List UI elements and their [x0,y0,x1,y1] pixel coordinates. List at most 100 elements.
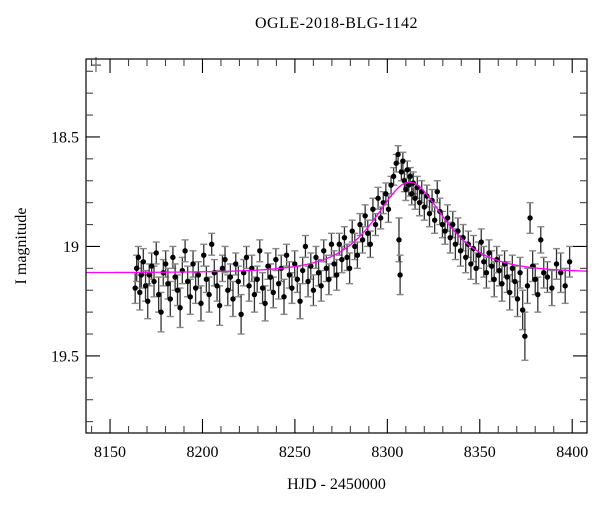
data-point [442,228,448,234]
data-point [262,300,268,307]
data-point [135,254,142,261]
data-point [265,263,271,269]
data-point [496,267,503,274]
data-point [362,213,368,219]
data-point [395,151,401,158]
data-point [321,248,327,254]
data-point [390,173,397,180]
data-point [283,252,290,258]
data-point [452,241,459,247]
data-point [535,291,541,298]
data-point [375,195,381,201]
data-point [187,294,193,300]
data-point [372,221,379,228]
data-point [396,237,402,243]
data-point [385,206,392,212]
x-axis-label: HJD - 2450000 [287,476,386,493]
data-point [148,263,155,269]
data-point [478,239,484,245]
data-point [553,261,560,267]
data-point [133,265,140,272]
data-point [365,230,371,236]
data-point [201,252,207,258]
data-point [162,261,169,267]
data-point [195,272,202,278]
data-point [155,291,162,298]
data-point [344,254,350,261]
data-point [486,250,492,256]
x-tick-label: 8250 [279,444,311,461]
data-point [235,278,242,285]
data-point [257,248,263,254]
data-point [209,241,215,247]
plot-title: OGLE-2018-BLG-1142 [254,15,419,32]
data-point [412,195,418,201]
data-point [541,270,547,276]
data-point [393,160,399,166]
x-tick-label: 8350 [464,444,496,461]
x-tick-label: 8200 [186,444,218,461]
data-point [326,276,332,282]
data-point [238,311,244,318]
data-point [397,272,403,278]
data-point [328,241,335,247]
data-point [203,276,210,282]
data-point [222,256,228,263]
data-point [140,259,147,265]
data-point [434,188,440,195]
data-point [457,248,464,254]
data-point [289,285,295,291]
data-point [514,296,521,302]
data-point [463,254,469,261]
data-point [233,261,239,267]
data-point [416,199,423,206]
data-point [206,291,212,298]
data-point [444,215,451,221]
data-point [333,272,340,278]
data-point [407,173,413,180]
data-point [450,221,456,228]
data-point [475,252,482,258]
data-point [167,296,174,302]
data-point [507,289,513,296]
data-point [401,178,408,184]
data-point [400,158,406,164]
data-point [532,276,538,282]
data-point [299,267,306,274]
data-point [491,276,497,282]
data-point [275,280,282,287]
data-point [357,221,363,228]
y-tick-label: 18.5 [51,129,79,146]
x-tick-label: 8400 [556,444,588,461]
data-point [310,287,317,293]
data-point [370,206,376,212]
data-point [527,215,533,221]
data-point [544,274,551,280]
data-point [170,254,176,261]
data-point [447,234,453,241]
data-point [190,261,196,267]
data-point [488,263,495,269]
data-point [286,272,293,278]
data-point [346,265,353,272]
data-point [214,283,220,289]
data-point [336,241,342,247]
data-point [512,278,518,285]
data-point [142,283,149,289]
data-point [331,261,337,267]
data-point [473,265,479,272]
data-point [246,283,252,289]
data-point [267,274,274,280]
data-point [254,276,260,282]
plot-border [85,58,588,434]
data-point [174,287,181,293]
data-point [146,272,152,278]
data-point [424,193,430,199]
data-point [352,243,358,250]
data-point [504,274,510,280]
data-point [153,250,159,256]
data-point [230,296,236,302]
data-point [509,265,516,272]
data-point [354,252,361,258]
data-point [398,169,405,175]
